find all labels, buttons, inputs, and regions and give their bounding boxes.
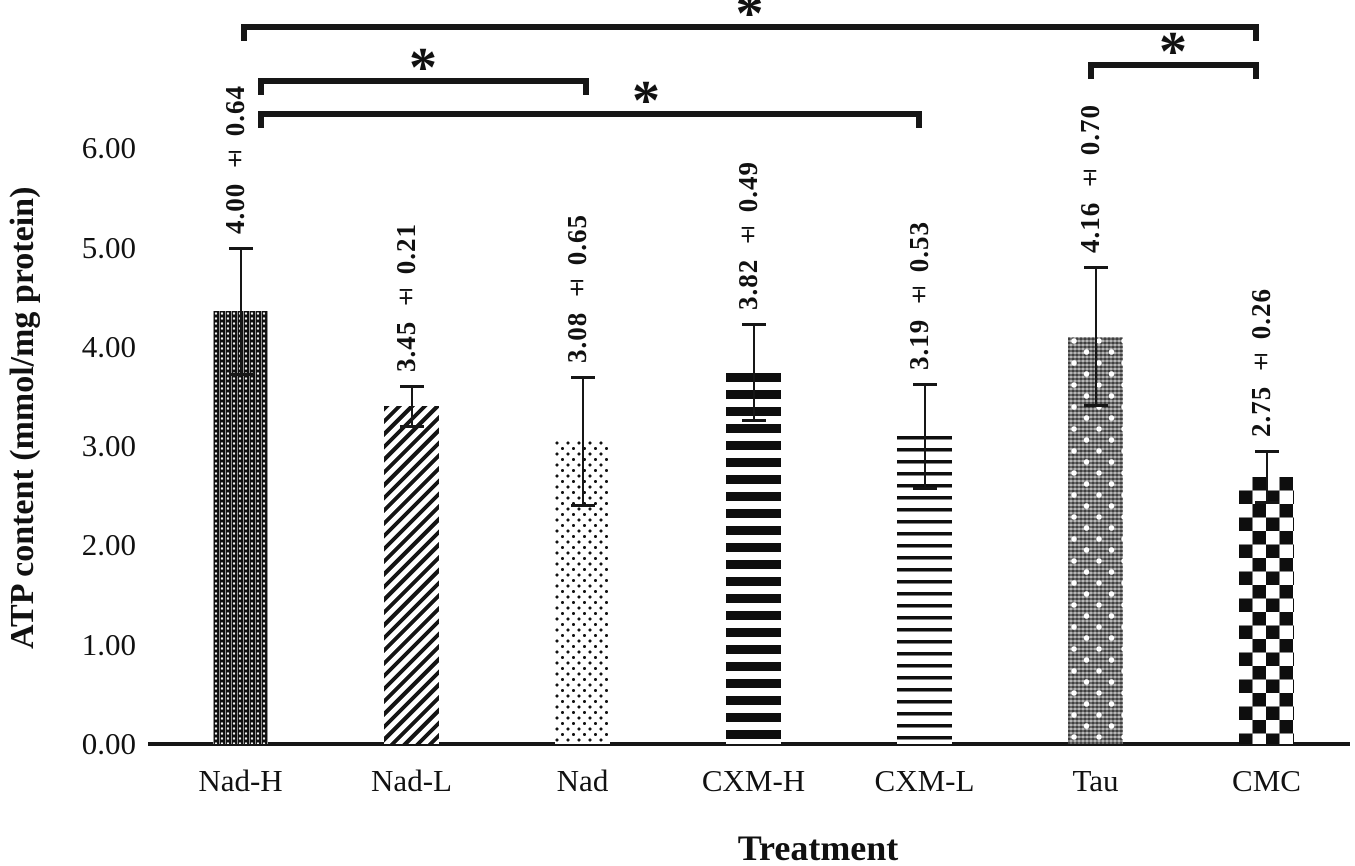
bar-value-text: 2.75 ± 0.26: [1246, 288, 1276, 438]
error-bar-cap-top-cxm-l: [912, 382, 937, 386]
y-tick-label: 5.00: [81, 229, 136, 265]
significance-bracket-nad-h-cxm-l: [257, 111, 922, 128]
bar-cxm-h: [726, 372, 781, 744]
bar-value-text: 3.19 ± 0.53: [904, 220, 934, 370]
error-bar-cap-bottom-nad-h: [228, 372, 253, 376]
error-bar-nad-h: [239, 247, 242, 375]
y-tick-label: 0.00: [81, 726, 136, 761]
error-bar-nad-l: [410, 385, 413, 428]
significance-asterisk-nad-h-nad: *: [409, 37, 437, 99]
y-tick-label: 1.00: [81, 626, 136, 662]
bar-value-label-cxm-h: 3.82 ± 0.49: [732, 0, 766, 310]
y-tick-label: 4.00: [81, 328, 136, 364]
bar-value-label-cxm-l: 3.19 ± 0.53: [903, 0, 937, 370]
significance-asterisk-nad-h-cxm-l: *: [631, 70, 660, 132]
bar-tau: [1068, 336, 1123, 744]
error-bar-cap-bottom-cmc: [1254, 500, 1279, 504]
significance-asterisk-tau-cmc: *: [1159, 21, 1187, 83]
bar-nad-h: [213, 311, 268, 744]
y-tick-label: 2.00: [81, 527, 136, 563]
error-bar-cap-top-nad: [570, 375, 595, 379]
error-bar-cap-top-tau: [1083, 266, 1108, 270]
x-axis-line: [148, 742, 1350, 746]
x-tick-label-nad: Nad: [556, 763, 609, 798]
error-bar-tau: [1094, 267, 1097, 407]
x-tick-label-cxm-h: CXM-H: [701, 763, 806, 798]
error-bar-cmc: [1265, 451, 1268, 503]
error-bar-cap-bottom-nad: [570, 503, 595, 507]
y-tick-label: 3.00: [81, 428, 136, 464]
bar-value-text: 3.45 ± 0.21: [391, 222, 421, 372]
error-bar-cap-top-nad-l: [399, 384, 424, 388]
error-bar-cap-top-cmc: [1254, 450, 1279, 454]
significance-bracket-nad-h-nad: [257, 78, 589, 95]
significance-bracket-tau-cmc: [1087, 62, 1259, 79]
error-bar-cap-bottom-cxm-l: [912, 486, 937, 490]
error-bar-cap-bottom-cxm-h: [741, 419, 766, 423]
bar-value-text: 4.16 ± 0.70: [1075, 104, 1105, 254]
bar-value-label-nad: 3.08 ± 0.65: [561, 0, 595, 363]
bar-value-text: 3.82 ± 0.49: [733, 160, 763, 310]
error-bar-cxm-h: [752, 323, 755, 422]
bar-value-text: 3.08 ± 0.65: [562, 213, 592, 363]
error-bar-cap-bottom-nad-l: [399, 425, 424, 429]
bar-value-text: 4.00 ± 0.64: [220, 84, 250, 234]
significance-asterisk-nad-h-cmc: *: [735, 0, 764, 45]
x-tick-label-cxm-l: CXM-L: [874, 763, 975, 798]
error-bar-cap-top-nad-h: [228, 246, 253, 250]
x-tick-label-nad-l: Nad-L: [371, 763, 452, 798]
x-tick-label-tau: Tau: [1072, 763, 1119, 798]
y-tick-label: 6.00: [81, 130, 136, 166]
error-bar-cap-bottom-tau: [1083, 404, 1108, 408]
significance-bracket-nad-h-cmc: [240, 24, 1259, 41]
x-axis-title: Treatment: [737, 828, 899, 866]
x-tick-label-nad-h: Nad-H: [198, 763, 283, 798]
y-axis-title: ATP content (mmol/mg protein): [4, 186, 41, 650]
bar-nad-l: [384, 406, 439, 744]
error-bar-nad: [581, 376, 584, 506]
bar-cmc: [1239, 476, 1294, 744]
x-tick-label-cmc: CMC: [1232, 763, 1301, 798]
error-bar-cap-top-cxm-h: [741, 322, 766, 326]
error-bar-cxm-l: [923, 383, 926, 489]
